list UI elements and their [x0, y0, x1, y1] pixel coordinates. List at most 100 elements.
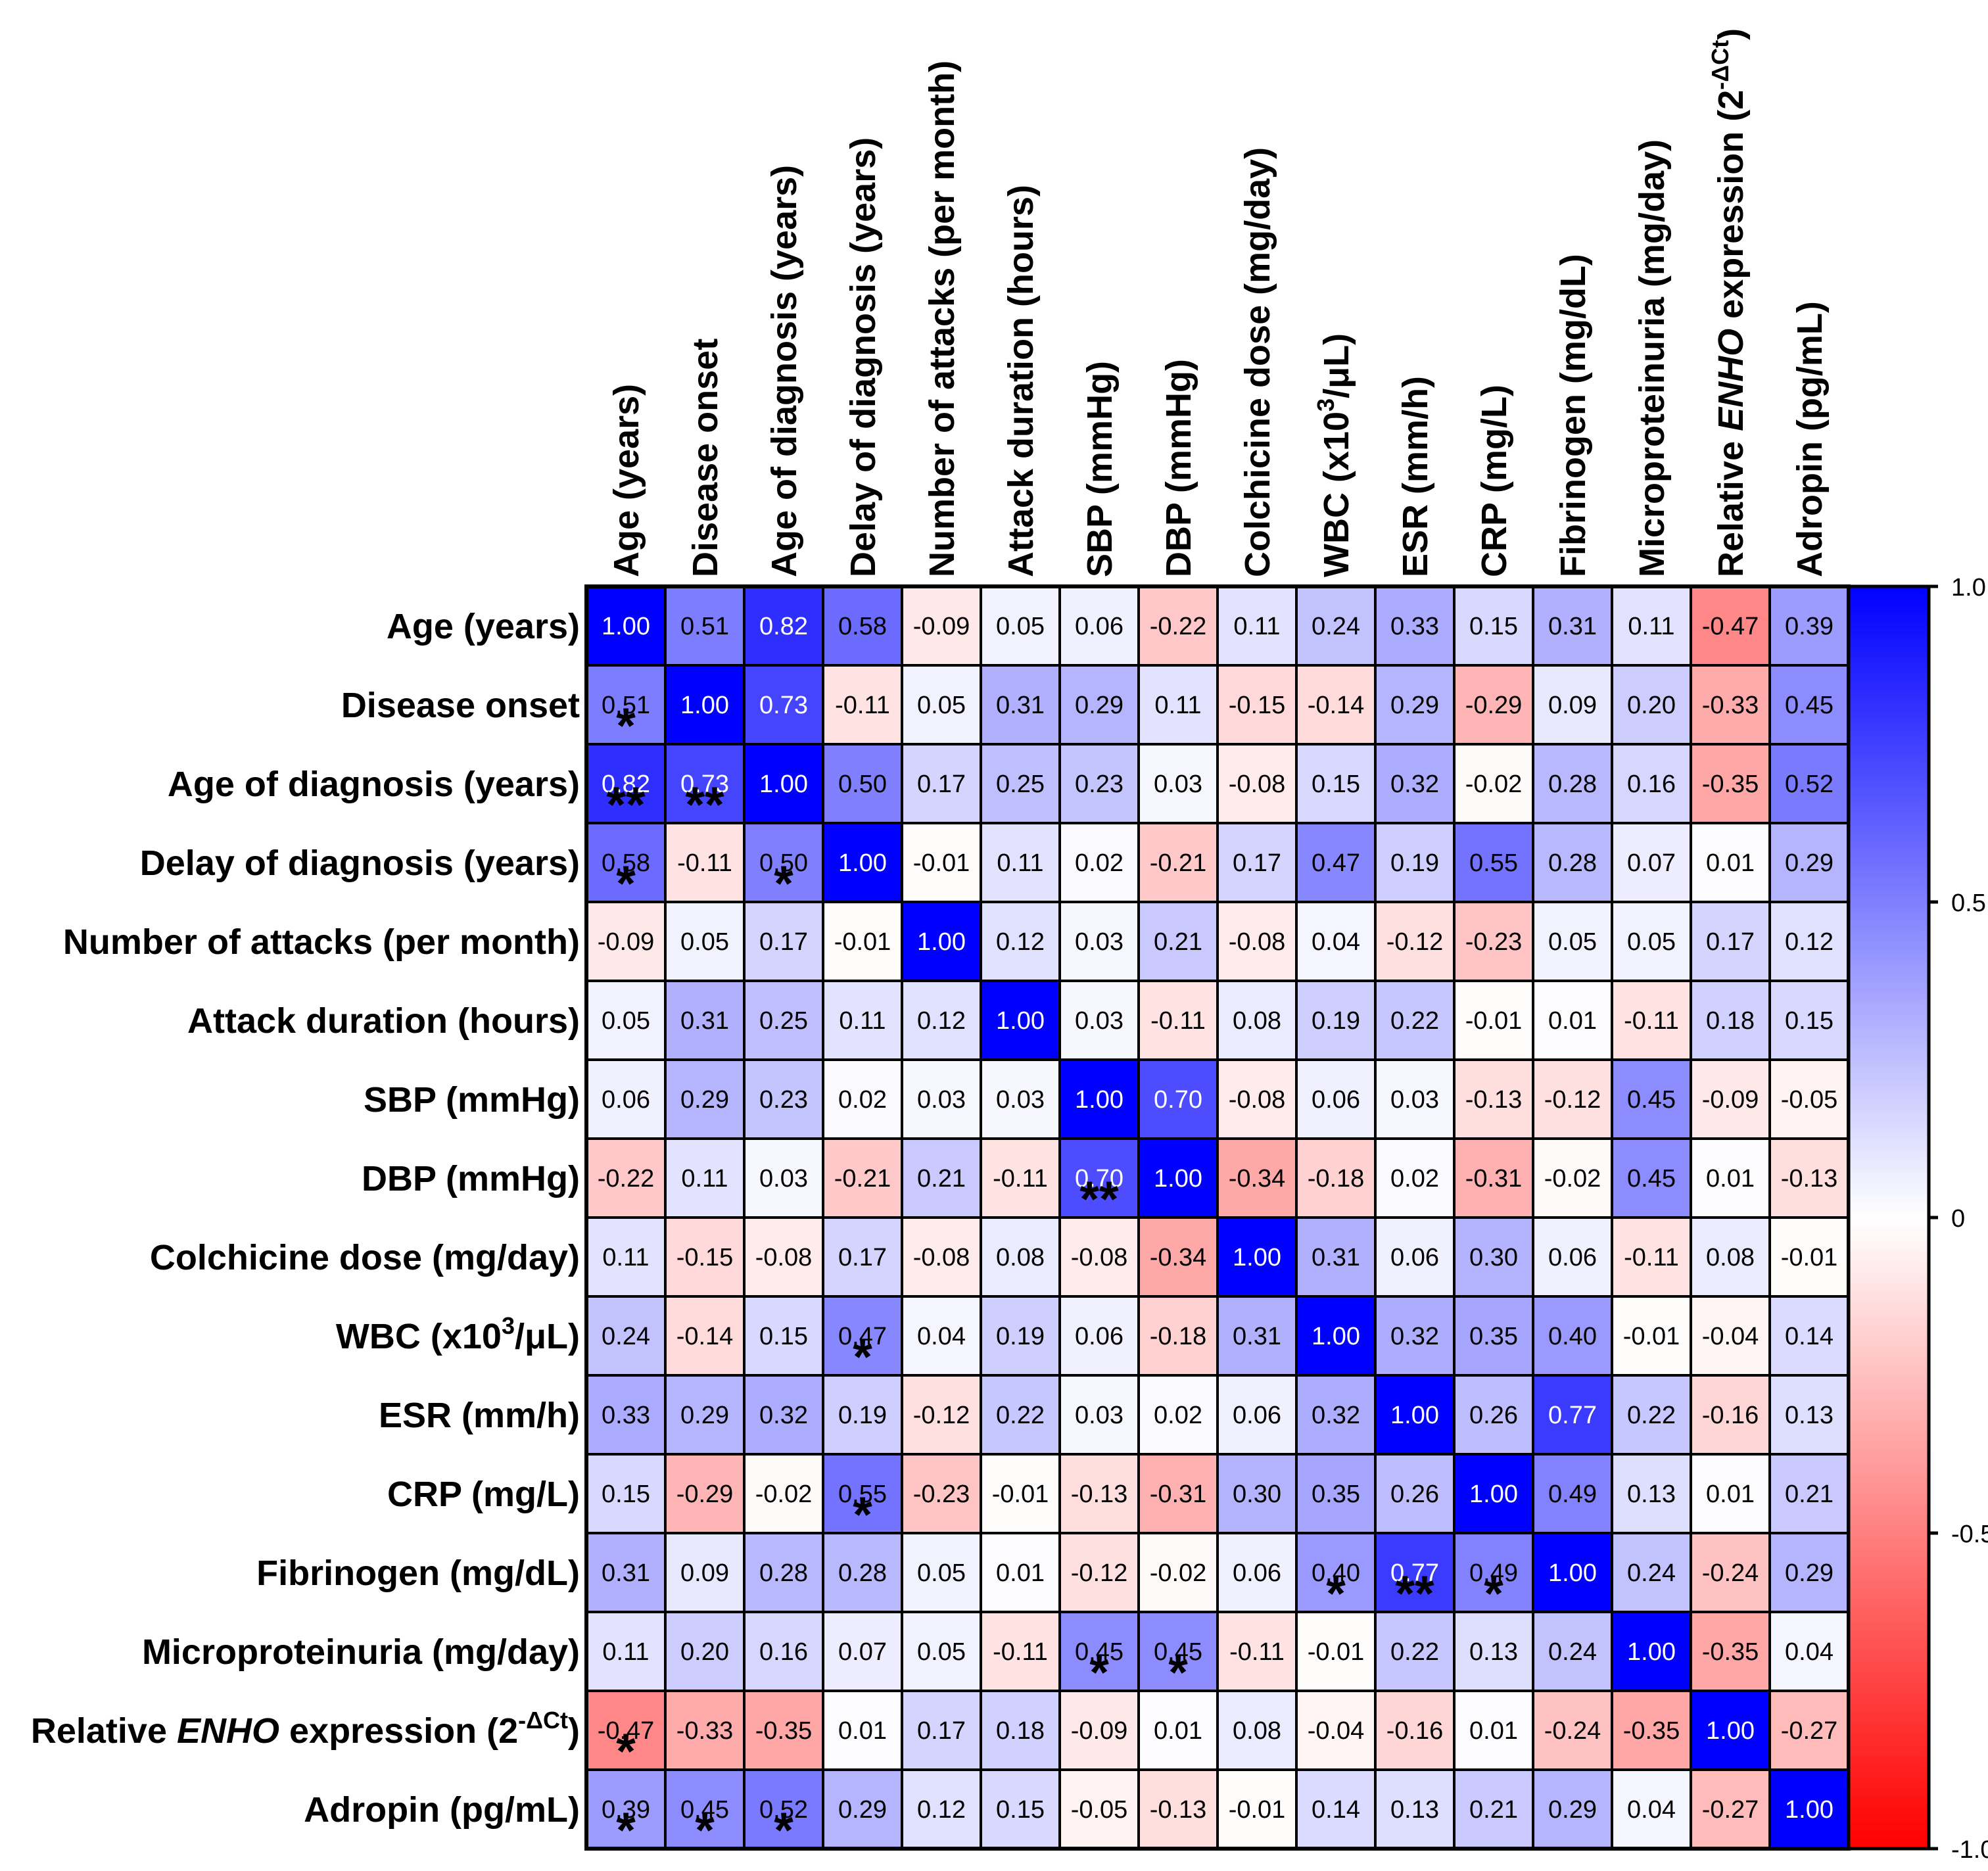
- heatmap-cell: [1453, 585, 1534, 667]
- cell-value: 0.45: [1154, 1638, 1202, 1666]
- heatmap-cell: [1532, 1690, 1613, 1771]
- heatmap-cell: [901, 1532, 982, 1613]
- heatmap-cell: [1374, 1690, 1456, 1771]
- heatmap-cell: [1295, 1611, 1377, 1692]
- cell-value: 0.04: [917, 1323, 966, 1350]
- cell-value: 0.47: [838, 1323, 887, 1350]
- cell-value: 1.00: [680, 692, 729, 719]
- heatmap-cell: [585, 1137, 667, 1219]
- heatmap-cell: [1611, 1058, 1692, 1140]
- cell-value: 0.09: [680, 1559, 729, 1587]
- cell-value: 0.39: [602, 1796, 650, 1824]
- cell-value: 0.49: [1469, 1559, 1518, 1587]
- cell-value: -0.12: [1071, 1559, 1128, 1587]
- cell-value: 0.18: [1706, 1007, 1755, 1035]
- cell-value: 0.52: [759, 1796, 808, 1824]
- cell-value: 0.03: [1390, 1086, 1439, 1114]
- cell-value: 0.82: [602, 770, 650, 798]
- heatmap-cell: [822, 980, 903, 1061]
- heatmap-cell: [901, 1453, 982, 1534]
- row-label-attack-duration-hours: Attack duration (hours): [187, 1001, 580, 1041]
- heatmap-cell: [743, 664, 824, 746]
- heatmap-cell: [1058, 664, 1140, 746]
- col-label-esr-mm-h: ESR (mm/h): [1396, 376, 1435, 577]
- cell-value: 0.70: [1154, 1086, 1202, 1114]
- cell-value: 0.24: [1627, 1559, 1676, 1587]
- heatmap-cell: [1216, 1453, 1298, 1534]
- cell-value: 0.03: [1154, 770, 1202, 798]
- cell-value: 0.70: [1075, 1165, 1124, 1193]
- cell-value: 0.28: [1548, 849, 1597, 877]
- cell-value: 0.01: [1706, 1165, 1755, 1193]
- cell-value: 0.05: [917, 692, 966, 719]
- cell-value: -0.34: [1229, 1165, 1286, 1193]
- col-label-fibrinogen-mg-dl: Fibrinogen (mg/dL): [1553, 254, 1593, 577]
- colorbar-gradient: [1847, 584, 1931, 1851]
- cell-value: 0.15: [759, 1323, 808, 1350]
- cell-value: 0.21: [1785, 1480, 1834, 1508]
- cell-value: 0.03: [1075, 928, 1124, 956]
- heatmap-cell: [585, 1532, 667, 1613]
- cell-value: 0.82: [759, 613, 808, 640]
- cell-value: 0.03: [917, 1086, 966, 1114]
- significance-star: *: [616, 856, 636, 912]
- cell-value: -0.16: [1386, 1717, 1444, 1745]
- cell-value: 0.17: [1706, 928, 1755, 956]
- heatmap-cell: [1690, 1453, 1771, 1534]
- heatmap-cell: [1137, 1374, 1219, 1456]
- heatmap-cell: [1768, 585, 1850, 667]
- cell-value: -0.11: [1229, 1638, 1285, 1666]
- heatmap-cell: [585, 901, 667, 982]
- cell-value: 0.01: [1706, 1480, 1755, 1508]
- cell-value: 0.13: [1469, 1638, 1518, 1666]
- heatmap-cell: [1374, 1216, 1456, 1298]
- row-label-disease-onset: Disease onset: [341, 686, 580, 725]
- cell-value: 1.00: [1075, 1086, 1124, 1114]
- heatmap-cell: [1453, 822, 1534, 903]
- heatmap-cell: [1137, 901, 1219, 982]
- heatmap-cells: 1.00 0.51 0.82 0.58 -0.09 0.05 0.06 -0.22 0.11 0.…: [584, 584, 1851, 1851]
- cell-value: 0.28: [1548, 770, 1597, 798]
- cell-value: -0.04: [1308, 1717, 1365, 1745]
- cell-value: 0.05: [917, 1559, 966, 1587]
- cell-value: 0.40: [1548, 1323, 1597, 1350]
- cell-value: 0.22: [1390, 1638, 1439, 1666]
- cell-value: 0.35: [1312, 1480, 1360, 1508]
- cell-value: 0.01: [1469, 1717, 1518, 1745]
- cell-value: 0.58: [838, 613, 887, 640]
- cell-value: -0.01: [1465, 1007, 1523, 1035]
- heatmap-cell: [1532, 1137, 1613, 1219]
- cell-value: 0.24: [602, 1323, 650, 1350]
- cell-value: 0.14: [1785, 1323, 1834, 1350]
- significance-star: **: [606, 777, 646, 833]
- heatmap-cell: [901, 822, 982, 903]
- heatmap-cell: [822, 901, 903, 982]
- cell-value: -0.09: [913, 613, 970, 640]
- cell-value: -0.27: [1781, 1717, 1838, 1745]
- heatmap-cell: [1611, 1295, 1692, 1377]
- cell-value: 0.77: [1390, 1559, 1439, 1587]
- cell-value: 0.12: [1785, 928, 1834, 956]
- cell-value: 0.06: [1233, 1402, 1281, 1429]
- cell-value: 0.04: [1627, 1796, 1676, 1824]
- cell-value: 0.47: [1312, 849, 1360, 877]
- row-label-adropin-pg-ml: Adropin (pg/mL): [304, 1790, 580, 1830]
- cell-value: 0.24: [1548, 1638, 1597, 1666]
- cell-value: -0.12: [1386, 928, 1444, 956]
- cell-value: 0.01: [1706, 849, 1755, 877]
- cell-value: -0.33: [676, 1717, 734, 1745]
- cell-value: -0.47: [598, 1717, 655, 1745]
- cell-value: 0.22: [1390, 1007, 1439, 1035]
- cell-value: 0.22: [1627, 1402, 1676, 1429]
- colorbar-tick-label: 1.0: [1951, 574, 1986, 602]
- heatmap-cell: [743, 1611, 824, 1692]
- significance-star: *: [1168, 1645, 1188, 1701]
- cell-value: -0.23: [1465, 928, 1523, 956]
- cell-value: -0.12: [913, 1402, 970, 1429]
- heatmap-cell: [1137, 822, 1219, 903]
- cell-value: 0.19: [838, 1402, 887, 1429]
- heatmap-cell: [1768, 1137, 1850, 1219]
- cell-value: -0.13: [1465, 1086, 1523, 1114]
- heatmap-cell: [822, 1295, 903, 1377]
- cell-value: 0.73: [759, 692, 808, 719]
